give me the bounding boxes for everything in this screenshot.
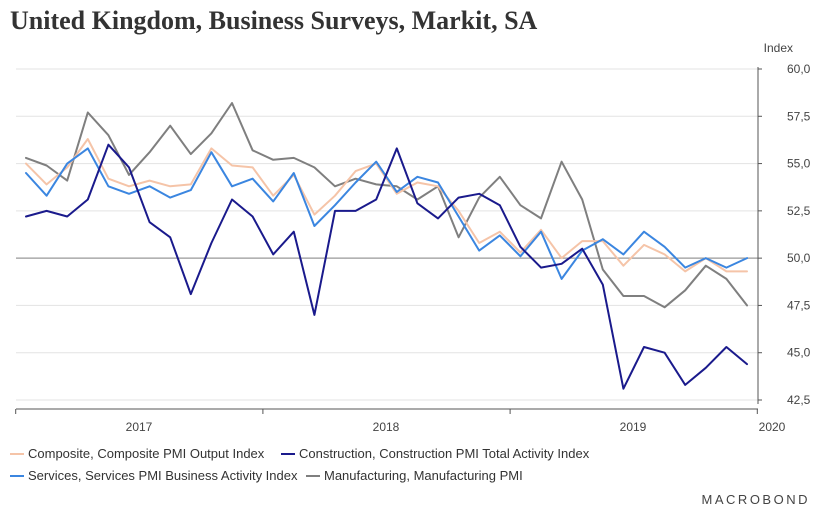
- y-axis-ticks: 60,0 57,5 55,0 52,5 50,0 47,5 45,0 42,5: [757, 62, 811, 407]
- x-tick-label: 2018: [373, 420, 400, 434]
- x-axis: 2017 2018 2019 2020: [15, 408, 786, 434]
- series-line-construction: [25, 143, 748, 390]
- y-tick-label: 60,0: [787, 62, 811, 76]
- legend-swatch-manufacturing: [306, 474, 320, 477]
- legend-item-services: Services, Services PMI Business Activity…: [10, 468, 297, 483]
- series-line-manufacturing: [25, 102, 748, 309]
- legend-item-construction: Construction, Construction PMI Total Act…: [281, 446, 589, 461]
- chart-title: United Kingdom, Business Surveys, Markit…: [10, 6, 538, 35]
- x-tick-label: 2020: [759, 420, 786, 434]
- legend-item-manufacturing: Manufacturing, Manufacturing PMI: [306, 468, 523, 483]
- legend-swatch-construction: [281, 452, 295, 455]
- y-tick-label: 42,5: [787, 393, 811, 407]
- series-line-services: [25, 147, 748, 280]
- series-line-composite: [25, 138, 748, 273]
- legend-label-composite: Composite, Composite PMI Output Index: [28, 446, 265, 461]
- legend-item-composite: Composite, Composite PMI Output Index: [10, 446, 264, 461]
- x-tick-label: 2017: [126, 420, 153, 434]
- legend-swatch-composite: [10, 452, 24, 455]
- legend-swatch-services: [10, 474, 24, 477]
- brand-logo: MACROBOND: [701, 492, 810, 507]
- y-axis-label: Index: [764, 41, 793, 55]
- y-tick-label: 50,0: [787, 251, 811, 265]
- y-tick-label: 45,0: [787, 346, 811, 360]
- legend-label-manufacturing: Manufacturing, Manufacturing PMI: [324, 468, 523, 483]
- y-tick-label: 52,5: [787, 204, 811, 218]
- y-tick-label: 57,5: [787, 109, 811, 123]
- legend-label-construction: Construction, Construction PMI Total Act…: [299, 446, 590, 461]
- y-tick-label: 47,5: [787, 298, 811, 312]
- series-lines: [25, 102, 748, 390]
- y-tick-label: 55,0: [787, 157, 811, 171]
- x-tick-label: 2019: [620, 420, 647, 434]
- legend-label-services: Services, Services PMI Business Activity…: [28, 468, 298, 483]
